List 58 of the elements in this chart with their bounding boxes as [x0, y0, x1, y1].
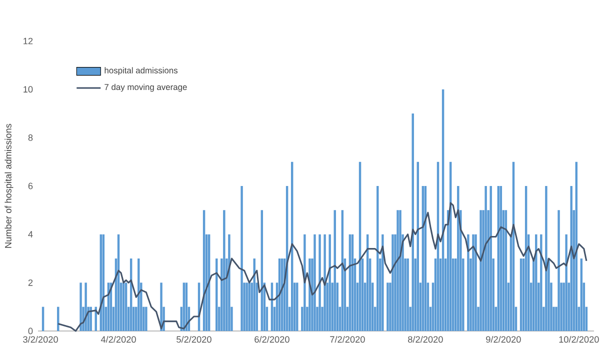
- bar: [90, 306, 92, 331]
- x-tick-label: 7/2/2020: [330, 336, 365, 343]
- y-tick-label: 6: [28, 182, 33, 190]
- bar: [84, 282, 87, 331]
- bar: [570, 186, 572, 331]
- bar: [467, 234, 470, 331]
- y-tick-label: 0: [28, 328, 33, 334]
- bar: [484, 186, 487, 331]
- bar: [382, 234, 384, 331]
- bar: [160, 282, 162, 331]
- x-tick-label: 4/2/2020: [100, 336, 136, 343]
- x-tick-label: 8/2/2020: [408, 336, 443, 343]
- bar: [324, 234, 326, 331]
- bar: [520, 258, 522, 331]
- bar: [304, 234, 306, 331]
- x-tick-label: 3/2/2020: [23, 336, 58, 343]
- bar: [240, 186, 243, 331]
- bar: [580, 258, 583, 331]
- bar: [124, 282, 128, 331]
- bar: [474, 234, 477, 331]
- bar: [296, 282, 298, 331]
- bar: [386, 282, 389, 331]
- bar: [472, 234, 474, 331]
- y-tick-label: 4: [28, 231, 33, 238]
- bar: [308, 258, 311, 331]
- x-tick-label: 5/2/2020: [176, 336, 212, 343]
- y-axis-title: Number of hospital admissions: [4, 124, 14, 248]
- bar: [328, 234, 331, 331]
- bar: [540, 234, 542, 331]
- bar: [145, 306, 148, 331]
- bar: [314, 234, 316, 331]
- bar: [228, 234, 230, 331]
- legend-label: 7 day moving average: [104, 84, 187, 92]
- bar: [545, 186, 548, 331]
- line-series: [57, 202, 588, 332]
- bar: [396, 210, 399, 331]
- x-tick-label: 6/2/2020: [254, 336, 290, 343]
- x-tick-label: 9/2/2020: [486, 336, 521, 343]
- bar: [318, 234, 321, 331]
- bar: [42, 306, 44, 331]
- y-tick-label: 10: [24, 86, 33, 93]
- y-tick-label: 8: [28, 134, 33, 141]
- bar: [246, 282, 248, 331]
- bar: [399, 210, 402, 331]
- bar: [248, 282, 250, 331]
- bar: [80, 282, 82, 331]
- legend-label: hospital admissions: [104, 67, 178, 76]
- bar: [392, 234, 394, 331]
- y-tick-label: 2: [28, 279, 33, 286]
- x-tick-label: 10/2/2020: [559, 336, 599, 343]
- bar: [480, 210, 482, 331]
- bar: [565, 234, 568, 331]
- bar: [223, 210, 226, 331]
- bar: [558, 210, 560, 331]
- bar: [490, 186, 492, 331]
- y-tick-label: 12: [24, 38, 33, 44]
- bar: [457, 186, 460, 331]
- bar: [406, 258, 409, 331]
